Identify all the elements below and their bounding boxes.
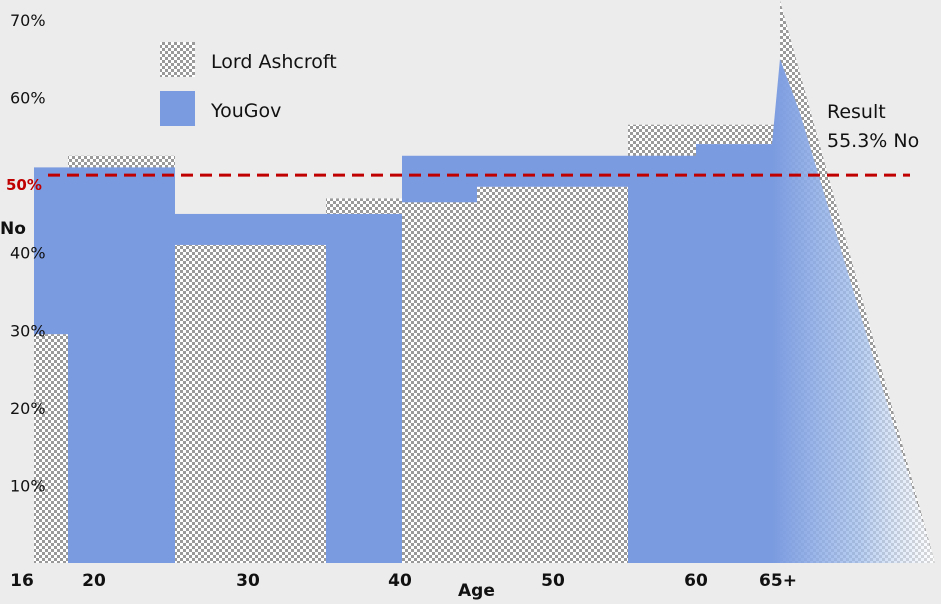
y-tick-label: 40% xyxy=(10,244,46,263)
x-tick-label: 30 xyxy=(236,571,260,591)
x-tick-label: 65+ xyxy=(759,571,797,591)
x-axis: 16 20 30 40 50 60 65+ xyxy=(10,571,797,591)
result-annotation: Result 55.3% No xyxy=(827,101,919,152)
ashcroft-bar-45 xyxy=(402,186,628,563)
ashcroft-bar-16 xyxy=(34,334,68,563)
y-axis: 10% 20% 30% 40% 60% 70% xyxy=(10,11,46,495)
y-tick-label: 30% xyxy=(10,321,46,340)
legend-label-yougov: YouGov xyxy=(210,100,281,122)
y-axis-label: No xyxy=(0,219,26,239)
x-tick-label: 60 xyxy=(684,571,708,591)
result-annotation-line2: 55.3% No xyxy=(827,130,919,152)
yougov-series xyxy=(34,144,780,563)
result-annotation-line1: Result xyxy=(827,101,886,123)
yougov-bar-60 xyxy=(628,155,696,563)
y-tick-label: 60% xyxy=(10,89,46,108)
legend-swatch-lord-ashcroft xyxy=(160,42,195,77)
yougov-bar-60-step xyxy=(696,144,780,563)
legend: Lord Ashcroft YouGov xyxy=(160,42,337,126)
yougov-bar-65-plus xyxy=(772,58,935,564)
x-tick-label: 16 xyxy=(10,571,34,591)
yougov-bar-16 xyxy=(34,167,68,335)
yougov-bar-40 xyxy=(402,155,477,203)
x-axis-label: Age xyxy=(458,581,495,601)
y-tick-label: 70% xyxy=(10,11,46,30)
y-tick-label: 10% xyxy=(10,476,46,495)
result-marker xyxy=(772,58,935,564)
yougov-bar-18 xyxy=(68,167,175,563)
yougov-bar-45 xyxy=(477,155,628,187)
yougov-bar-35 xyxy=(326,213,402,563)
y-tick-label: 20% xyxy=(10,399,46,418)
ashcroft-bar-25 xyxy=(175,244,326,563)
yougov-bar-25 xyxy=(175,213,326,245)
x-tick-label: 50 xyxy=(541,571,565,591)
legend-label-lord-ashcroft: Lord Ashcroft xyxy=(211,51,337,73)
legend-swatch-yougov xyxy=(160,91,195,126)
reference-line-label: 50% xyxy=(6,176,42,194)
x-tick-label: 20 xyxy=(82,571,106,591)
x-tick-label: 40 xyxy=(388,571,412,591)
